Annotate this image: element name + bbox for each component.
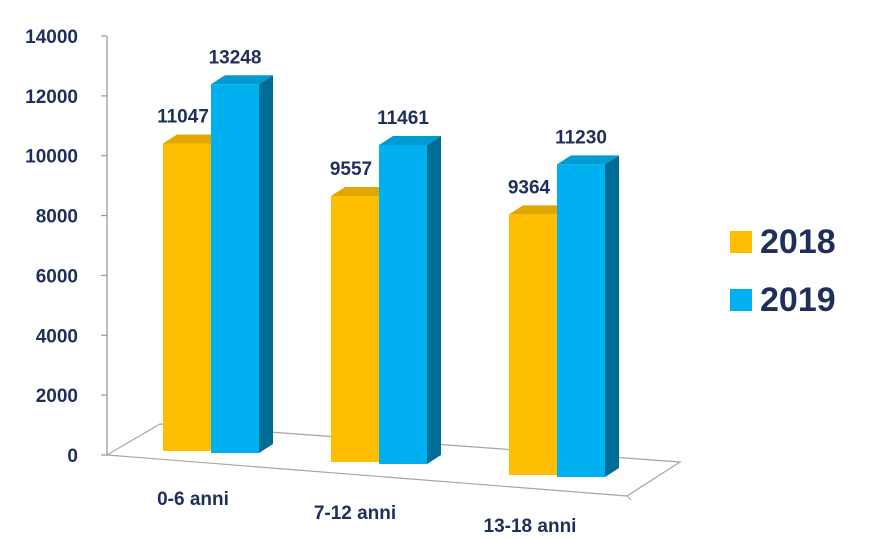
- bars: 11047 13248 9557 11461 9364 11230: [157, 47, 619, 477]
- y-tick-label: 14000: [25, 27, 78, 48]
- legend: 2018 2019: [730, 222, 836, 338]
- legend-item-2019: 2019: [730, 280, 836, 320]
- y-tick-label: 4000: [36, 326, 78, 347]
- y-tick-label: 12000: [25, 87, 78, 108]
- bar-2019-3: 11230: [555, 127, 619, 477]
- chart-axes: [105, 36, 682, 501]
- legend-item-2018: 2018: [730, 222, 836, 262]
- floor-tick: [626, 495, 632, 501]
- bar-top: [509, 205, 571, 215]
- data-label: 9557: [330, 159, 372, 180]
- bar-front: [331, 195, 379, 462]
- y-tick-label: 6000: [36, 266, 78, 287]
- y-tick-label: 0: [67, 446, 78, 467]
- bar-front: [211, 84, 259, 453]
- data-label: 9364: [508, 177, 551, 198]
- y-axis-ticks: 0 2000 4000 6000 8000 10000 12000 14000: [25, 27, 107, 467]
- legend-swatch-2019: [730, 289, 752, 311]
- bar-top: [163, 134, 225, 144]
- bar-2019-1: 13248: [209, 47, 273, 453]
- y-tick-label: 2000: [36, 386, 78, 407]
- chart-floor: [105, 423, 682, 497]
- data-label: 11461: [377, 108, 429, 129]
- y-tick-label: 8000: [36, 207, 78, 228]
- bar-front: [379, 144, 427, 464]
- bar-top: [379, 135, 441, 145]
- bar-side: [605, 155, 619, 477]
- legend-label-2018: 2018: [760, 222, 836, 261]
- bar-front: [509, 214, 557, 475]
- bar-front: [163, 143, 211, 452]
- data-label: 11230: [555, 127, 607, 148]
- bar-front: [557, 164, 605, 477]
- data-label: 11047: [157, 107, 209, 128]
- bar-side: [427, 135, 441, 464]
- legend-swatch-2018: [730, 231, 752, 253]
- bar-side: [259, 75, 273, 453]
- x-tick-label: 13-18 anni: [484, 516, 577, 537]
- bar-top: [331, 186, 393, 196]
- y-tick-label: 10000: [25, 147, 78, 168]
- bar-top: [211, 75, 273, 85]
- x-tick-label: 0-6 anni: [157, 489, 229, 510]
- bar-top: [557, 155, 619, 165]
- x-tick-label: 7-12 anni: [314, 503, 396, 524]
- bar-2019-2: 11461: [377, 108, 441, 464]
- legend-label-2019: 2019: [760, 280, 836, 319]
- x-axis-labels: 0-6 anni 7-12 anni 13-18 anni: [157, 489, 576, 537]
- data-label: 13248: [209, 47, 262, 68]
